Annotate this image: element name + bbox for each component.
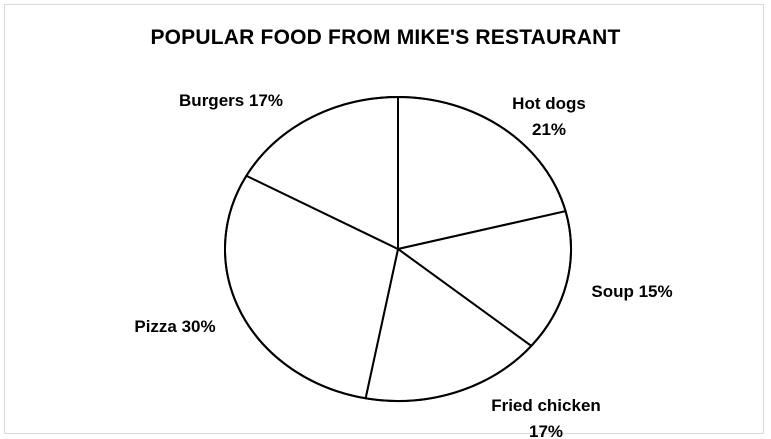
slice-label-pizza: Pizza 30% — [134, 317, 215, 336]
pie-slices — [223, 96, 572, 403]
pie-outline — [224, 96, 572, 402]
pie-labels: Hot dogs 21% Soup 15% Fried chicken 17% Pizza… — [134, 91, 672, 439]
chart-title: POPULAR FOOD FROM MIKE'S RESTAURANT — [150, 26, 621, 49]
slice-label-burgers: Burgers 17% — [179, 91, 283, 110]
slice-label-soup: Soup 15% — [591, 282, 672, 301]
slice-label-hot-dogs: Hot dogs 21% — [512, 94, 586, 139]
slice-label-fried-chicken: Fried chicken 17% — [491, 396, 601, 439]
